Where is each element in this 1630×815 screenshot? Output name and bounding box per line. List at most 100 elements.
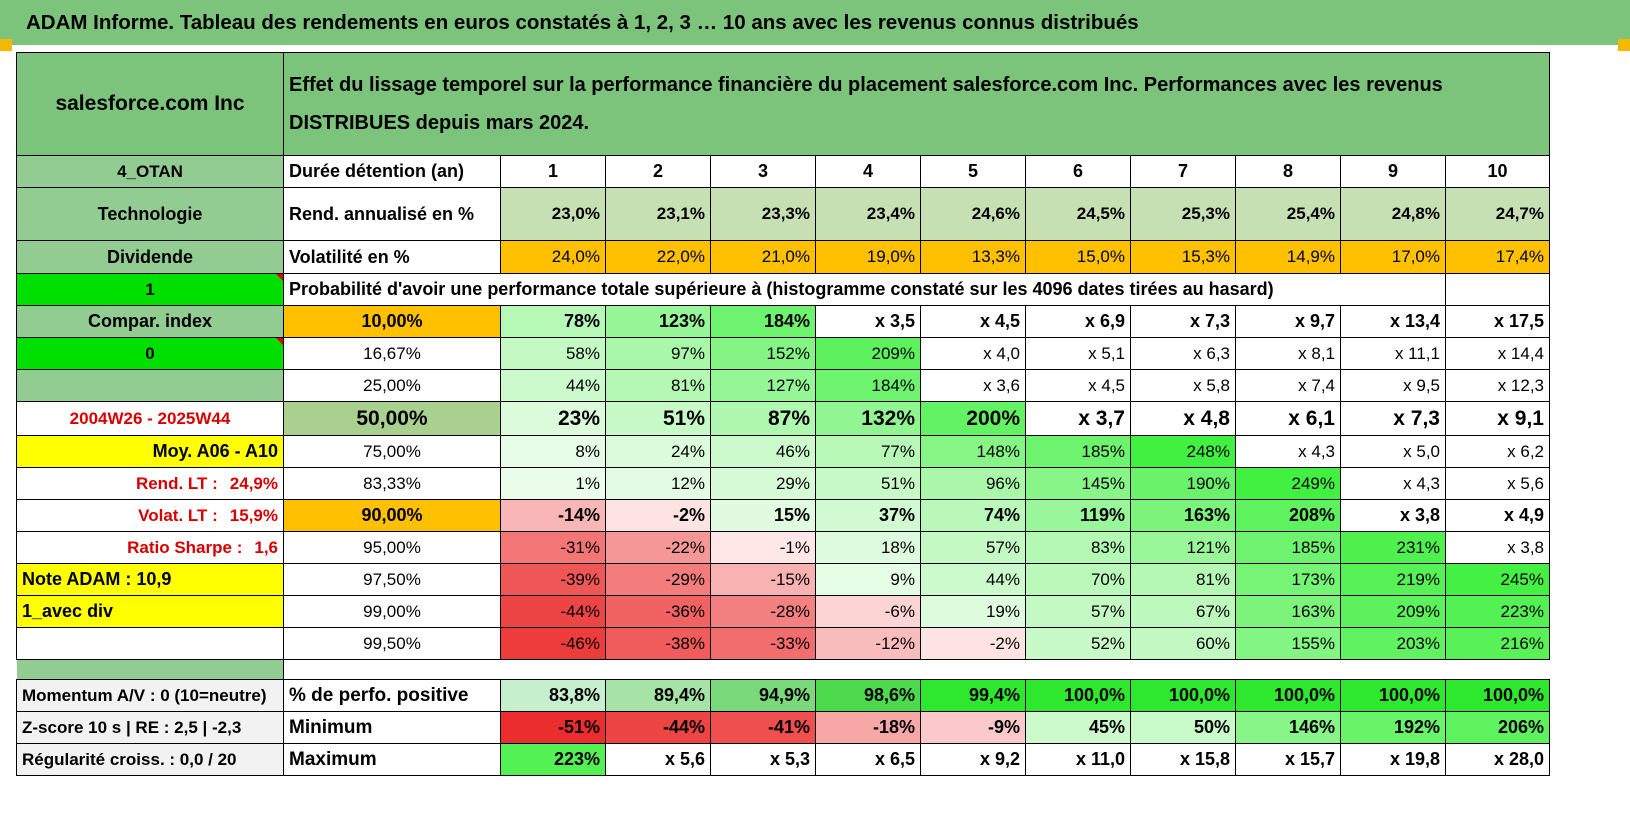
year-header: 4 <box>815 155 921 188</box>
prob-value: x 3,5 <box>815 305 921 338</box>
prob-value: 8% <box>500 435 606 468</box>
pos-value: 83,8% <box>500 679 606 712</box>
vol-value: 14,9% <box>1235 240 1341 274</box>
prob-value: -36% <box>605 595 711 628</box>
prob-level: 97,50% <box>283 563 501 596</box>
prob-value: 145% <box>1025 467 1131 500</box>
duree-label: Durée détention (an) <box>283 155 501 188</box>
year-header: 9 <box>1340 155 1446 188</box>
max-value: x 11,0 <box>1025 743 1131 776</box>
min-value: 192% <box>1340 711 1446 744</box>
prob-value: 19% <box>920 595 1026 628</box>
prob-value: 23% <box>500 401 606 436</box>
min-value: 206% <box>1445 711 1550 744</box>
year-header: 10 <box>1445 155 1550 188</box>
rend-value: 23,3% <box>710 187 816 241</box>
prob-value: 155% <box>1235 627 1341 660</box>
prob-title-row: 1 Probabilité d'avoir une performance tot… <box>16 273 1550 306</box>
prob-value: 123% <box>605 305 711 338</box>
min-value: -44% <box>605 711 711 744</box>
prob-value: 78% <box>500 305 606 338</box>
prob-level: 99,00% <box>283 595 501 628</box>
prob-row: Volat. LT : 15,9% 90,00% -14% -2% 15% 37% 74% 11… <box>16 499 1550 532</box>
right-corner-marker <box>1618 39 1630 51</box>
prob-value: x 5,8 <box>1130 369 1236 402</box>
prob-value: -12% <box>815 627 921 660</box>
prob-value: 208% <box>1235 499 1341 532</box>
header-row: salesforce.com Inc Effet du lissage tempo… <box>16 52 1550 156</box>
min-value: 146% <box>1235 711 1341 744</box>
prob-value: 216% <box>1445 627 1550 660</box>
prob-value: x 12,3 <box>1445 369 1550 402</box>
year-header: 6 <box>1025 155 1131 188</box>
vol-value: 22,0% <box>605 240 711 274</box>
vol-value: 24,0% <box>500 240 606 274</box>
year-header: 8 <box>1235 155 1341 188</box>
pair-label: Ratio Sharpe : <box>127 537 243 557</box>
prob-value: x 8,1 <box>1235 337 1341 370</box>
prob-value: 29% <box>710 467 816 500</box>
prob-value: 87% <box>710 401 816 436</box>
empty-cell <box>1445 273 1550 306</box>
prob-value: 44% <box>920 563 1026 596</box>
pair-value: 1,6 <box>254 537 278 557</box>
spacer <box>283 659 1550 680</box>
prob-value: x 3,7 <box>1025 401 1131 436</box>
prob-value: 185% <box>1025 435 1131 468</box>
prob-value: x 3,8 <box>1445 531 1550 564</box>
pos-value: 100,0% <box>1340 679 1446 712</box>
prob-level: 50,00% <box>283 401 501 436</box>
pos-value: 100,0% <box>1025 679 1131 712</box>
prob-value: 223% <box>1445 595 1550 628</box>
prob-value: -29% <box>605 563 711 596</box>
prob-value: x 4,9 <box>1445 499 1550 532</box>
prob-value: -6% <box>815 595 921 628</box>
prob-level: 25,00% <box>283 369 501 402</box>
prob-value: x 13,4 <box>1340 305 1446 338</box>
max-value: x 5,6 <box>605 743 711 776</box>
year-header: 1 <box>500 155 606 188</box>
dividend-label: Dividende <box>16 240 284 274</box>
pos-value: 99,4% <box>920 679 1026 712</box>
prob-row: 2004W26 - 2025W44 50,00% 23% 51% 87% 132% 200%… <box>16 401 1550 436</box>
prob-level: 90,00% <box>283 499 501 532</box>
prob-value: x 4,8 <box>1130 401 1236 436</box>
prob-value: x 4,3 <box>1235 435 1341 468</box>
min-value: 50% <box>1130 711 1236 744</box>
momentum-label: Momentum A/V : 0 (10=neutre) <box>16 679 284 712</box>
prob-level: 95,00% <box>283 531 501 564</box>
vol-value: 17,0% <box>1340 240 1446 274</box>
regul-label: Régularité croiss. : 0,0 / 20 <box>16 743 284 776</box>
rend-value: 24,6% <box>920 187 1026 241</box>
prob-level: 99,50% <box>283 627 501 660</box>
rend-row: Technologie Rend. annualisé en % 23,0% 23,1… <box>16 187 1550 241</box>
prob-value: -28% <box>710 595 816 628</box>
prob-value: 152% <box>710 337 816 370</box>
sharpe: Ratio Sharpe : 1,6 <box>16 531 284 564</box>
vol-value: 19,0% <box>815 240 921 274</box>
max-value: x 15,7 <box>1235 743 1341 776</box>
prob-value: x 4,0 <box>920 337 1026 370</box>
prob-value: 37% <box>815 499 921 532</box>
prob-value: x 3,8 <box>1340 499 1446 532</box>
pos-value: 98,6% <box>815 679 921 712</box>
prob-value: 58% <box>500 337 606 370</box>
flag-zero: 0 <box>16 337 284 370</box>
prob-value: 57% <box>920 531 1026 564</box>
avec-div: 1_avec div <box>16 595 284 628</box>
prob-value: 119% <box>1025 499 1131 532</box>
prob-value: -46% <box>500 627 606 660</box>
max-value: x 15,8 <box>1130 743 1236 776</box>
prob-value: x 14,4 <box>1445 337 1550 370</box>
flag-one: 1 <box>16 273 284 306</box>
prob-value: 97% <box>605 337 711 370</box>
report-title: ADAM Informe. Tableau des rendements en … <box>26 11 1139 34</box>
prob-value: 121% <box>1130 531 1236 564</box>
pos-value: 94,9% <box>710 679 816 712</box>
min-label: Minimum <box>283 711 501 744</box>
prob-value: 200% <box>920 401 1026 436</box>
min-value: -9% <box>920 711 1026 744</box>
prob-value: x 5,1 <box>1025 337 1131 370</box>
prob-value: x 9,7 <box>1235 305 1341 338</box>
year-header: 3 <box>710 155 816 188</box>
